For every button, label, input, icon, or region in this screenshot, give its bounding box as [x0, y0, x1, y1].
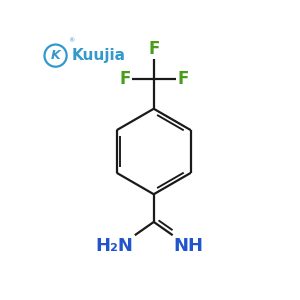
Text: F: F	[177, 70, 188, 88]
Text: K: K	[51, 49, 60, 62]
Text: NH: NH	[174, 237, 204, 255]
Text: ®: ®	[68, 38, 74, 43]
Text: Kuujia: Kuujia	[72, 48, 126, 63]
Text: F: F	[148, 40, 159, 58]
Text: F: F	[119, 70, 130, 88]
Text: H₂N: H₂N	[96, 237, 134, 255]
